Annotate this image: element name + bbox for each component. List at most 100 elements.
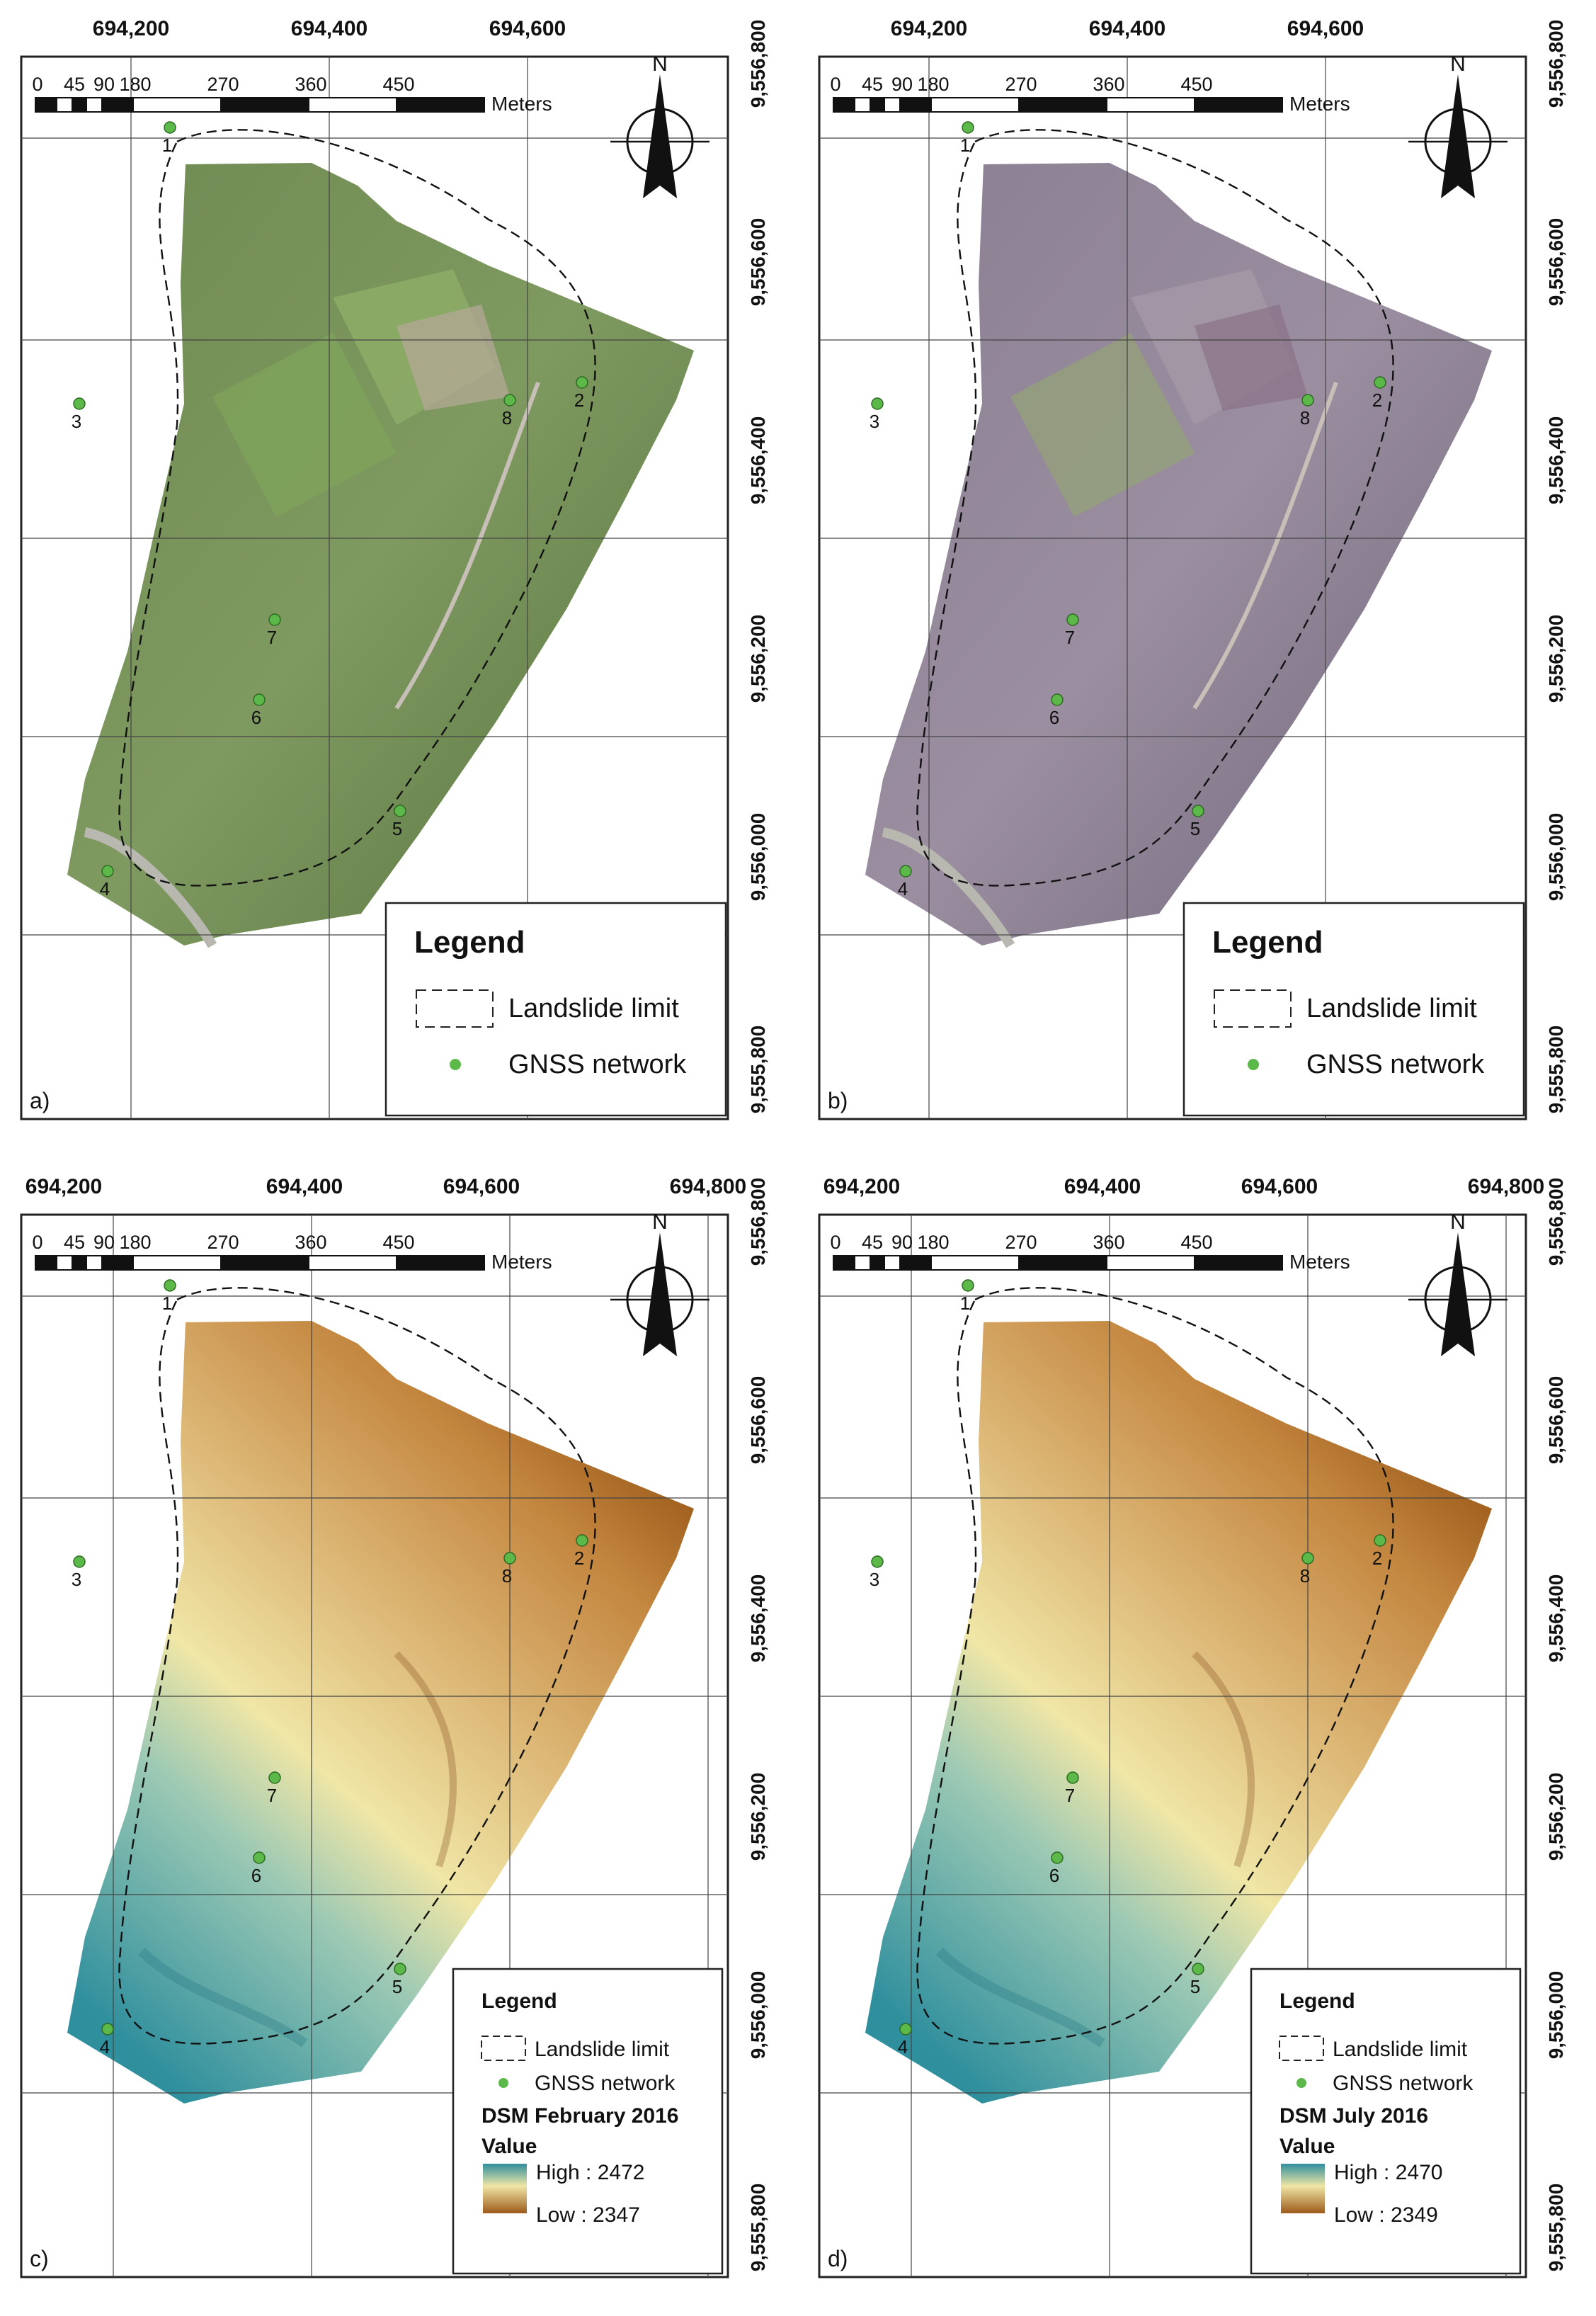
y-tick-label: 9,556,800 [1545,20,1567,108]
y-tick-label: 9,556,800 [747,1178,769,1266]
dsm-raster [67,1321,694,2104]
gnss-point [871,1555,884,1568]
scale-tick-label: 360 [1093,74,1124,95]
panel-label: a) [30,1088,50,1113]
gnss-point-label: 7 [267,1785,277,1806]
landslide-limit [916,129,1394,887]
gnss-point [899,2023,912,2036]
scale-tick-label: 270 [1005,1232,1037,1253]
gnss-point [503,1552,516,1565]
panel-label: c) [30,2246,49,2271]
x-tick-label: 694,800 [670,1175,746,1198]
gnss-point [101,2023,114,2036]
gnss-point [1374,376,1386,389]
scale-tick-label: 270 [1005,74,1037,95]
scale-tick-label: 270 [207,1232,239,1253]
legend-item: GNSS network [1333,2072,1474,2095]
legend-item: Landslide limit [535,2038,670,2061]
legend: Legend Landslide limit GNSS network DSM Jul… [1250,1968,1522,2275]
gnss-point [1301,394,1314,407]
north-label: N [1450,52,1466,76]
scale-tick-label: 90 [891,74,913,95]
scale-tick-label: 45 [862,1232,883,1253]
gnss-point [871,397,884,410]
gnss-point-label: 2 [574,1548,584,1569]
legend-item: Landslide limit [1333,2038,1468,2061]
dsm-raster [865,1321,1492,2104]
scale-tick-label: 45 [64,74,85,95]
x-tick-label: 694,200 [891,17,967,40]
north-label: N [652,52,668,76]
x-tick-label: 694,400 [291,17,367,40]
scale-tick-label: 180 [119,74,151,95]
scale-bar: 0 45 90 180 270 360 450 Meters [830,74,1350,115]
scale-tick-label: 90 [93,1232,115,1253]
y-tick-label: 9,556,400 [747,1574,769,1663]
scale-tick-label: 45 [862,74,883,95]
x-tick-label: 694,200 [93,17,169,40]
gnss-point [1066,613,1079,626]
y-tick-label: 9,556,800 [1545,1178,1567,1266]
legend-color-ramp [1281,2164,1325,2213]
gnss-point [962,121,974,134]
legend-title: Legend [1279,1989,1355,2013]
scale-tick-label: 360 [295,1232,326,1253]
gnss-point [268,1771,281,1784]
y-tick-label: 9,556,000 [1545,813,1567,902]
legend-low-value: Low : 2349 [1334,2203,1438,2227]
legend: Legend Landslide limit GNSS network [1182,902,1525,1117]
legend-dsm-title: DSM July 2016 [1279,2104,1428,2128]
legend: Legend Landslide limit GNSS network DSM Feb… [452,1968,724,2275]
gnss-point-label: 2 [1372,1548,1382,1569]
scale-bar: 0 45 90 180 270 360 450 Meters [32,1232,552,1273]
legend-item: GNSS network [508,1050,687,1079]
y-tick-label: 9,555,800 [747,1026,769,1114]
gnss-point [503,394,516,407]
legend-low-value: Low : 2347 [536,2203,640,2227]
gnss-point-label: 8 [502,1565,512,1586]
scale-tick-label: 450 [1180,74,1212,95]
gnss-point [268,613,281,626]
gnss-point [576,376,588,389]
gnss-point-label: 6 [1049,1865,1059,1886]
gnss-point-label: 3 [870,411,879,432]
legend-value-label: Value [481,2135,537,2158]
gnss-point-label: 1 [162,1293,172,1314]
scale-tick-label: 270 [207,74,239,95]
legend-item: Landslide limit [508,994,679,1023]
x-tick-label: 694,800 [1468,1175,1544,1198]
y-tick-label: 9,556,600 [747,1376,769,1465]
gnss-point-label: 3 [72,411,81,432]
gnss-point-label: 4 [898,2036,908,2057]
gnss-point-label: 2 [1372,390,1382,411]
y-tick-label: 9,556,200 [747,1773,769,1861]
gnss-point-label: 4 [898,878,908,899]
scale-unit-label: Meters [491,1251,552,1273]
gnss-point-label: 8 [502,407,512,428]
gnss-point-label: 4 [100,2036,110,2057]
gnss-point-label: 6 [1049,707,1059,728]
map-panel-d: 1 2 3 4 5 6 7 8 694,200 694,400 694,600 694,800 9,55… [798,1158,1596,2316]
north-arrow-icon: N [1408,52,1507,198]
scale-tick-label: 0 [830,1232,840,1253]
map-panel-a: 1 2 3 4 5 6 7 8 694,200 694,400 694,600 9,556,800 9,… [0,0,798,1158]
scale-tick-label: 0 [32,74,42,95]
scale-tick-label: 0 [32,1232,42,1253]
x-tick-label: 694,400 [266,1175,343,1198]
gnss-point-label: 1 [960,1293,970,1314]
gnss-point-label: 6 [251,707,261,728]
orthophoto [865,163,1492,946]
gnss-point [73,1555,86,1568]
gnss-point [576,1534,588,1547]
scale-unit-label: Meters [1289,1251,1350,1273]
scale-tick-label: 450 [382,74,414,95]
legend-title: Legend [414,925,525,960]
scale-tick-label: 45 [64,1232,85,1253]
gnss-point [164,121,176,134]
legend-title: Legend [1212,925,1323,960]
landslide-limit [916,1287,1394,2045]
y-tick-label: 9,556,400 [1545,416,1567,505]
scale-tick-label: 90 [93,74,115,95]
orthophoto [67,163,694,946]
scale-tick-label: 180 [917,1232,949,1253]
